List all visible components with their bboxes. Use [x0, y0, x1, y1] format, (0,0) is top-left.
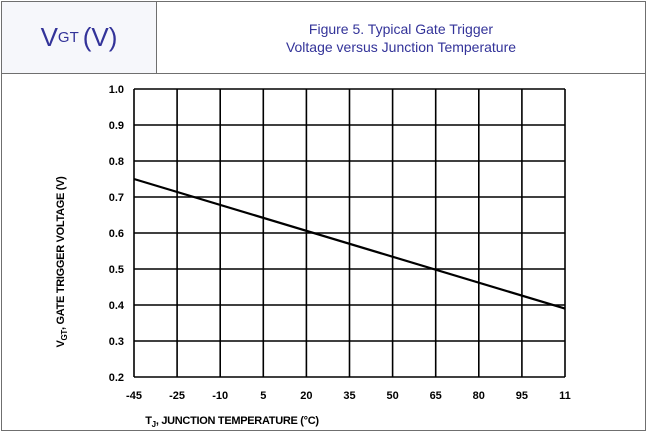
parameter-symbol: V [40, 22, 58, 52]
x-tick-label: 5 [260, 390, 266, 402]
gate-trigger-voltage-line [133, 177, 566, 310]
x-tick-label: 35 [343, 390, 355, 402]
parameter-unit: (V) [82, 22, 118, 52]
y-tick-label: 0.8 [109, 156, 124, 168]
x-tick-label: -25 [169, 390, 185, 402]
caption-line-1: Figure 5. Typical Gate Trigger [308, 20, 494, 37]
x-tick-label: 50 [386, 390, 398, 402]
figure-caption: Figure 5. Typical Gate Trigger Voltage v… [157, 2, 645, 73]
parameter-subscript: GT [57, 29, 79, 46]
x-tick-label: 80 [473, 390, 485, 402]
figure-header: V GT (V) Figure 5. Typical Gate Trigger Vo… [2, 2, 645, 74]
y-tick-label: 0.3 [109, 336, 124, 348]
x-tick-label: 95 [516, 390, 528, 402]
y-tick-label: 0.5 [109, 264, 124, 276]
y-tick-label: 0.9 [109, 120, 124, 132]
y-tick-label: 0.4 [109, 300, 125, 312]
x-axis-label: TJ, JUNCTION TEMPERATURE (°C) [145, 415, 319, 429]
y-tick-label: 0.6 [109, 228, 124, 240]
caption-line-2: Voltage versus Junction Temperature [285, 38, 517, 55]
y-tick-label: 0.2 [109, 372, 124, 384]
x-tick-label: 20 [300, 390, 312, 402]
figure-frame: V GT (V) Figure 5. Typical Gate Trigger Vo… [1, 1, 646, 431]
x-tick-label: -45 [126, 390, 142, 402]
chart-area: -45 -25 -10 5 20 35 50 65 80 95 11 0.2 0.3 0.4 0.5 0.6 0… [2, 74, 647, 432]
chart-svg: -45 -25 -10 5 20 35 50 65 80 95 11 0.2 0.3 0.4 0.5 0.6 0… [55, 84, 571, 429]
y-tick-label: 0.7 [109, 192, 124, 204]
x-tick-label: 11 [559, 390, 571, 402]
y-tick-label: 1.0 [109, 84, 124, 96]
x-tick-label: 65 [430, 390, 442, 402]
parameter-label: V GT (V) [2, 2, 157, 73]
x-tick-label: -10 [212, 390, 228, 402]
y-axis-label: VGT, GATE TRIGGER VOLTAGE (V) [55, 176, 69, 348]
